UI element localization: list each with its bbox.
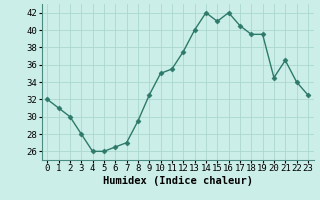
X-axis label: Humidex (Indice chaleur): Humidex (Indice chaleur) bbox=[103, 176, 252, 186]
